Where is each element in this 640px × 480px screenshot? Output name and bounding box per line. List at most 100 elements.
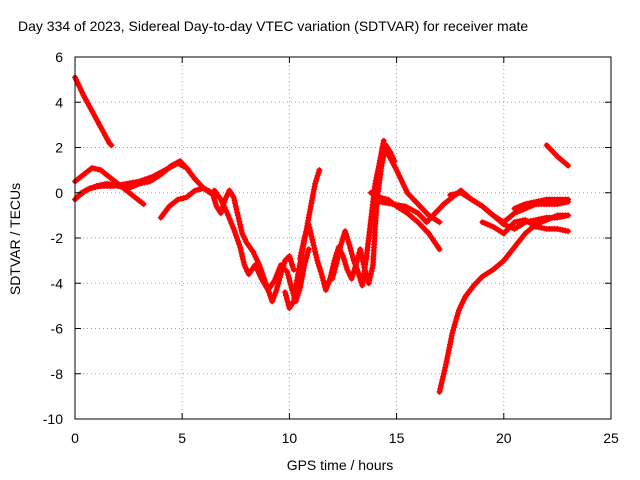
data-point xyxy=(290,286,293,290)
y-tick-label: -10 xyxy=(43,411,63,427)
data-point xyxy=(377,200,381,204)
data-point xyxy=(292,299,296,303)
data-point xyxy=(251,250,255,254)
data-point xyxy=(566,213,570,217)
series-trace xyxy=(436,212,572,395)
data-point xyxy=(266,288,270,292)
data-point xyxy=(513,207,516,211)
data-point xyxy=(491,268,495,272)
data-point xyxy=(279,263,283,267)
data-point xyxy=(125,182,128,186)
data-point xyxy=(99,125,103,129)
data-point xyxy=(335,261,339,265)
data-point xyxy=(307,247,311,251)
y-tick-label: -6 xyxy=(51,321,64,337)
data-point xyxy=(176,198,180,201)
data-point xyxy=(84,189,88,192)
data-point xyxy=(513,211,516,215)
data-point xyxy=(373,225,377,229)
data-point xyxy=(433,211,437,215)
data-point xyxy=(107,141,111,145)
data-point xyxy=(202,186,206,190)
series-trace xyxy=(367,189,443,253)
data-point xyxy=(545,227,549,231)
series-trace xyxy=(329,137,387,289)
data-point xyxy=(311,241,315,244)
data-point xyxy=(545,198,549,201)
data-point xyxy=(416,211,420,215)
data-point xyxy=(127,186,131,190)
data-point xyxy=(245,241,248,244)
data-point xyxy=(219,211,223,215)
series-trace xyxy=(479,216,572,237)
data-point xyxy=(459,191,463,195)
data-point xyxy=(450,331,454,335)
y-tick-label: 4 xyxy=(55,94,63,110)
data-point xyxy=(315,259,319,263)
data-point xyxy=(232,227,236,231)
series-markers xyxy=(436,212,572,395)
data-point xyxy=(193,189,197,192)
data-point xyxy=(502,259,506,263)
data-point xyxy=(105,182,109,186)
data-point xyxy=(350,277,354,281)
data-point xyxy=(566,198,570,201)
x-tick-label: 25 xyxy=(603,430,619,446)
x-tick-label: 20 xyxy=(496,430,512,446)
y-tick-label: -2 xyxy=(51,230,64,246)
y-tick-label: 2 xyxy=(55,140,63,156)
data-point xyxy=(240,232,244,235)
data-point xyxy=(480,275,484,278)
y-axis-label: SDTVAR / TECUs xyxy=(7,183,23,295)
data-point xyxy=(317,168,321,172)
data-point xyxy=(257,263,261,267)
data-point xyxy=(82,94,86,97)
data-point xyxy=(425,220,429,224)
data-point xyxy=(470,198,474,201)
data-point xyxy=(457,308,461,312)
data-point xyxy=(448,193,452,197)
data-point xyxy=(491,225,495,229)
data-point xyxy=(523,232,527,235)
series-markers xyxy=(157,185,297,305)
data-series xyxy=(72,74,572,395)
data-point xyxy=(534,218,538,222)
data-point xyxy=(187,168,191,172)
data-point xyxy=(309,204,313,208)
data-point xyxy=(298,256,302,260)
data-point xyxy=(343,229,347,233)
data-point xyxy=(116,184,120,188)
y-tick-labels: -10 -8 -6 -4 -2 0 2 4 6 xyxy=(43,49,63,427)
data-point xyxy=(341,254,345,258)
data-point xyxy=(480,220,484,224)
data-point xyxy=(523,202,527,206)
data-point xyxy=(384,148,388,152)
chart-title: Day 334 of 2023, Sidereal Day-to-day VTE… xyxy=(18,18,528,34)
data-point xyxy=(275,288,278,292)
data-point xyxy=(555,198,559,201)
data-point xyxy=(287,306,291,310)
data-point xyxy=(523,207,527,211)
data-point xyxy=(107,175,111,179)
data-point xyxy=(236,213,240,217)
series-trace xyxy=(543,142,572,169)
data-point xyxy=(555,213,559,217)
data-point xyxy=(382,139,386,143)
data-point xyxy=(371,263,375,267)
data-point xyxy=(438,390,441,394)
data-point xyxy=(193,177,197,181)
data-point xyxy=(283,259,287,263)
data-point xyxy=(178,159,182,163)
data-point xyxy=(442,202,446,206)
data-point xyxy=(82,173,86,177)
data-point xyxy=(109,143,113,147)
data-point xyxy=(438,220,441,224)
data-point xyxy=(238,245,242,249)
data-point xyxy=(185,195,188,199)
data-point xyxy=(90,109,94,113)
data-point xyxy=(225,211,229,215)
data-point xyxy=(283,290,287,294)
data-point xyxy=(296,272,300,276)
data-point xyxy=(298,286,302,290)
data-point xyxy=(170,164,173,168)
